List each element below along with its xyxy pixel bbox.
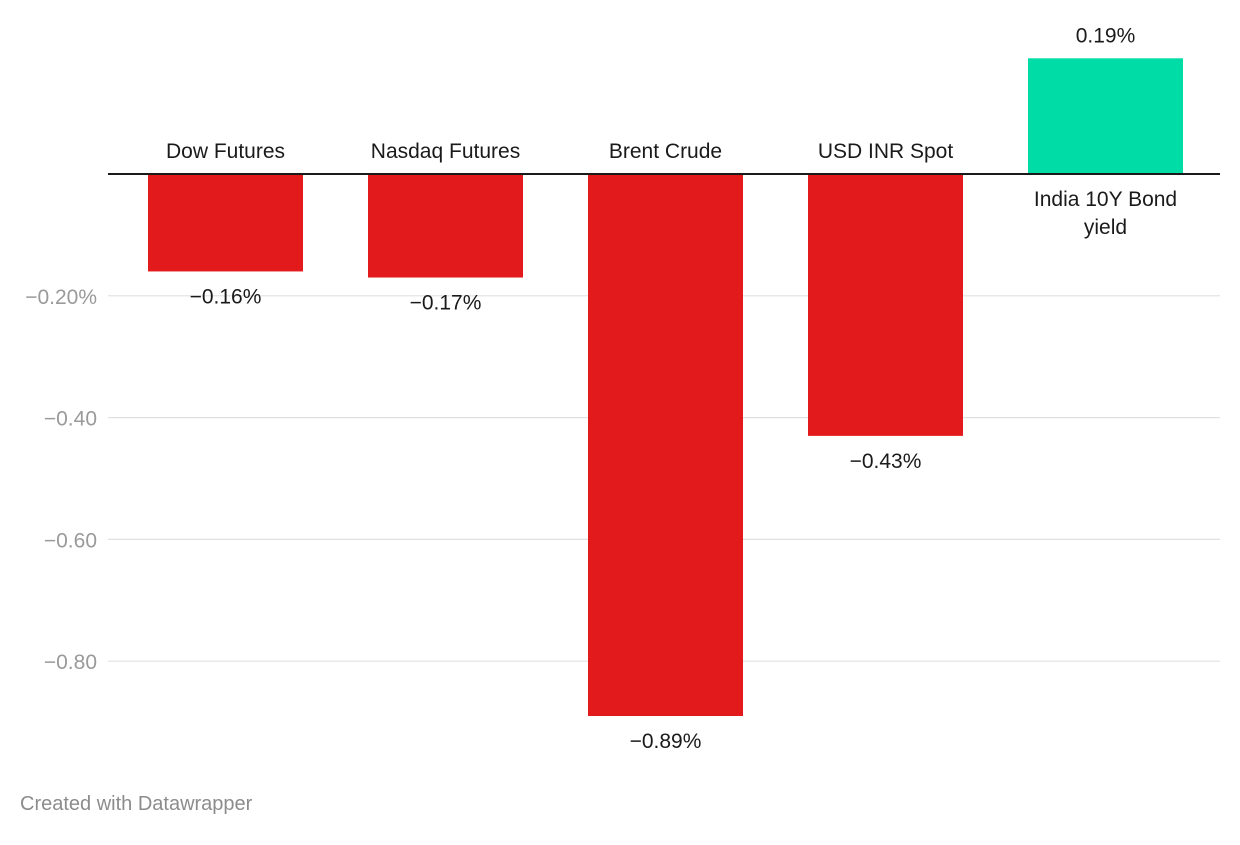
y-tick-label: −0.40	[44, 408, 97, 431]
category-label: Brent Crude	[609, 140, 722, 163]
value-label: −0.17%	[410, 292, 482, 315]
bars	[148, 58, 1183, 717]
bar	[808, 174, 963, 436]
value-label: 0.19%	[1076, 24, 1136, 47]
category-label: Nasdaq Futures	[371, 140, 520, 163]
category-label: USD INR Spot	[818, 140, 954, 163]
bar	[588, 174, 743, 717]
y-tick-label: −0.20%	[25, 286, 97, 309]
bar	[1028, 58, 1183, 174]
y-tick-label: −0.60	[44, 529, 97, 552]
category-label: yield	[1084, 216, 1127, 239]
category-label: India 10Y Bond	[1034, 188, 1177, 211]
value-label: −0.89%	[630, 730, 702, 753]
value-label: −0.16%	[190, 285, 262, 308]
category-label: Dow Futures	[166, 140, 285, 163]
credit-text: Created with Datawrapper	[20, 793, 253, 815]
bar	[368, 174, 523, 278]
bar-labels: −0.16% Dow Futures −0.17% Nasdaq Futures −0.…	[166, 24, 1177, 753]
bar	[148, 174, 303, 272]
y-tick-label: −0.80	[44, 651, 97, 674]
y-axis-ticks: −0.20% −0.40 −0.60 −0.80	[25, 286, 97, 674]
value-label: −0.43%	[850, 450, 922, 473]
